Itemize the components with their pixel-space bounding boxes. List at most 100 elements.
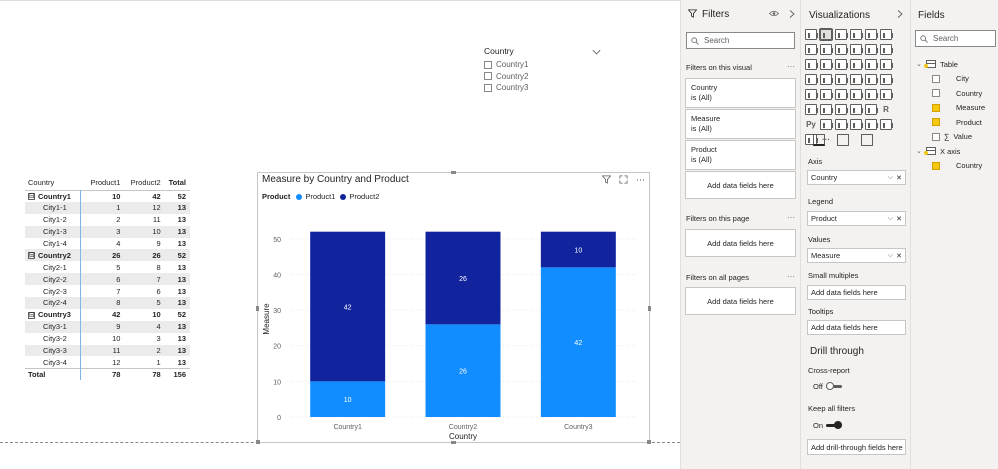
matrix-row[interactable]: City1-4 4 9 13 [25,238,190,250]
small-multiples-well[interactable]: Add data fields here [807,285,906,300]
column-header-product2[interactable]: Product2 [124,176,165,191]
visual-type-icon[interactable] [880,44,893,55]
toggle-switch-off[interactable] [825,382,842,390]
tooltips-well[interactable]: Add data fields here [807,320,906,335]
column-header-product1[interactable]: Product1 [84,176,125,191]
filters-search-input[interactable]: Search [686,32,795,49]
column-header-total[interactable]: Total [164,176,190,191]
legend-well[interactable]: Product ⌵ ✕ [807,211,906,226]
filter-card-measure[interactable]: Measure is (All) [685,109,796,139]
visual-type-icon[interactable] [850,74,863,85]
matrix-row[interactable]: City1-3 3 10 13 [25,225,190,238]
slicer-option[interactable]: Country3 [484,82,604,94]
country-slicer[interactable]: Country Country1 Country2 Country3 [484,46,604,96]
resize-handle-left[interactable] [256,306,259,311]
filter-card-product[interactable]: Product is (All) [685,140,796,170]
bar-product2-country3[interactable] [540,231,616,268]
visual-type-icon[interactable] [835,59,848,70]
field-item[interactable]: Country [932,87,982,99]
checkbox[interactable] [932,118,940,126]
visual-type-icon[interactable] [820,44,833,55]
more-options-icon[interactable]: ⋯ [636,175,645,185]
bar-product1-country2[interactable] [425,324,501,417]
visual-type-icon[interactable] [819,28,833,41]
resize-handle-bottom[interactable] [451,441,456,444]
visual-type-icon[interactable] [880,29,893,40]
cross-report-toggle[interactable]: Off [813,382,842,391]
visual-type-icon[interactable] [850,119,863,130]
values-well[interactable]: Measure ⌵ ✕ [807,248,906,263]
expand-icon[interactable] [619,175,628,184]
visual-type-icon[interactable] [805,44,818,55]
field-table-node[interactable]: ⌄ Table [916,58,958,70]
more-options-icon[interactable]: ··· [787,272,795,281]
expand-chevron-icon[interactable]: ⌄ [916,148,922,155]
visual-type-icon[interactable] [805,104,818,115]
keep-filters-toggle[interactable]: On [813,421,843,430]
add-visual-filter-dropzone[interactable]: Add data fields here [685,171,796,199]
matrix-row[interactable]: City3-3 11 2 13 [25,344,190,357]
resize-handle-right[interactable] [648,306,651,311]
format-paintbrush-icon[interactable] [837,134,849,146]
visual-type-icon[interactable]: ··· [822,135,830,144]
checkbox[interactable] [932,103,940,112]
checkbox[interactable] [484,60,492,69]
more-options-icon[interactable]: ··· [787,213,795,222]
visual-type-icon[interactable] [835,104,848,115]
field-table-node[interactable]: ⌄ X axis [916,145,960,157]
visual-type-icon[interactable] [820,89,833,100]
field-item[interactable]: Measure [932,102,985,114]
visual-type-icon[interactable] [835,29,848,40]
visual-type-icon[interactable] [850,59,863,70]
eye-icon[interactable] [769,10,779,17]
visual-type-icon[interactable] [835,74,848,85]
drill-through-well[interactable]: Add drill-through fields here [807,439,906,455]
toggle-switch-on[interactable] [826,421,843,429]
resize-handle-top[interactable] [451,171,456,174]
matrix-row[interactable]: City1-2 2 11 13 [25,214,190,226]
collapse-icon[interactable]: ⊟ [28,252,35,260]
axis-well[interactable]: Country ⌵ ✕ [807,170,906,185]
visual-type-icon[interactable] [805,29,818,40]
visual-type-icon[interactable] [820,104,833,115]
visual-type-icon[interactable] [865,74,878,85]
matrix-row[interactable]: City2-2 6 7 13 [25,273,190,286]
visual-type-icon[interactable] [835,119,848,130]
visual-type-icon[interactable] [820,59,833,70]
matrix-visual[interactable]: Country Product1 Product2 Total ⊟ Country… [25,176,190,381]
matrix-row[interactable]: City2-3 7 6 13 [25,285,190,297]
visual-type-icon[interactable] [805,59,818,70]
bar-product2-country2[interactable] [425,231,501,325]
visual-type-icon[interactable] [805,89,818,100]
field-item[interactable]: Product [932,116,982,128]
matrix-row[interactable]: City3-1 9 4 13 [25,320,190,333]
add-report-filter-dropzone[interactable]: Add data fields here [685,287,796,315]
field-item[interactable]: Country [932,160,982,172]
add-page-filter-dropzone[interactable]: Add data fields here [685,229,796,257]
collapse-chevron-icon[interactable] [789,10,795,18]
checkbox[interactable] [932,132,940,141]
visual-type-icon[interactable]: Py [806,120,816,129]
visual-type-icon[interactable] [865,104,878,115]
matrix-group-row[interactable]: ⊟ Country3 42 10 52 [25,309,190,321]
resize-handle-bottom-right[interactable] [647,440,651,444]
bar-product2-country1[interactable] [310,231,386,382]
column-header-country[interactable]: Country [25,176,85,191]
analytics-magnifier-icon[interactable] [861,134,873,146]
matrix-group-row[interactable]: ⊟ Country1 10 42 52 [25,190,190,202]
legend-item-product2[interactable]: Product2 [349,192,380,201]
visual-type-icon[interactable] [805,74,818,85]
visual-type-icon[interactable] [865,29,878,40]
visual-type-icon[interactable] [880,119,893,130]
visual-type-icon[interactable] [805,134,818,145]
checkbox[interactable] [484,72,492,81]
matrix-row[interactable]: City2-4 8 5 13 [25,297,190,309]
visual-type-icon[interactable] [850,29,863,40]
remove-field-icon[interactable]: ✕ [896,215,902,223]
visual-type-icon[interactable] [865,59,878,70]
checkbox[interactable] [484,83,492,92]
visual-type-icon[interactable] [820,119,833,130]
collapse-chevron-icon[interactable] [897,10,903,18]
checkbox[interactable] [932,74,940,83]
visual-type-icon[interactable] [820,74,833,85]
